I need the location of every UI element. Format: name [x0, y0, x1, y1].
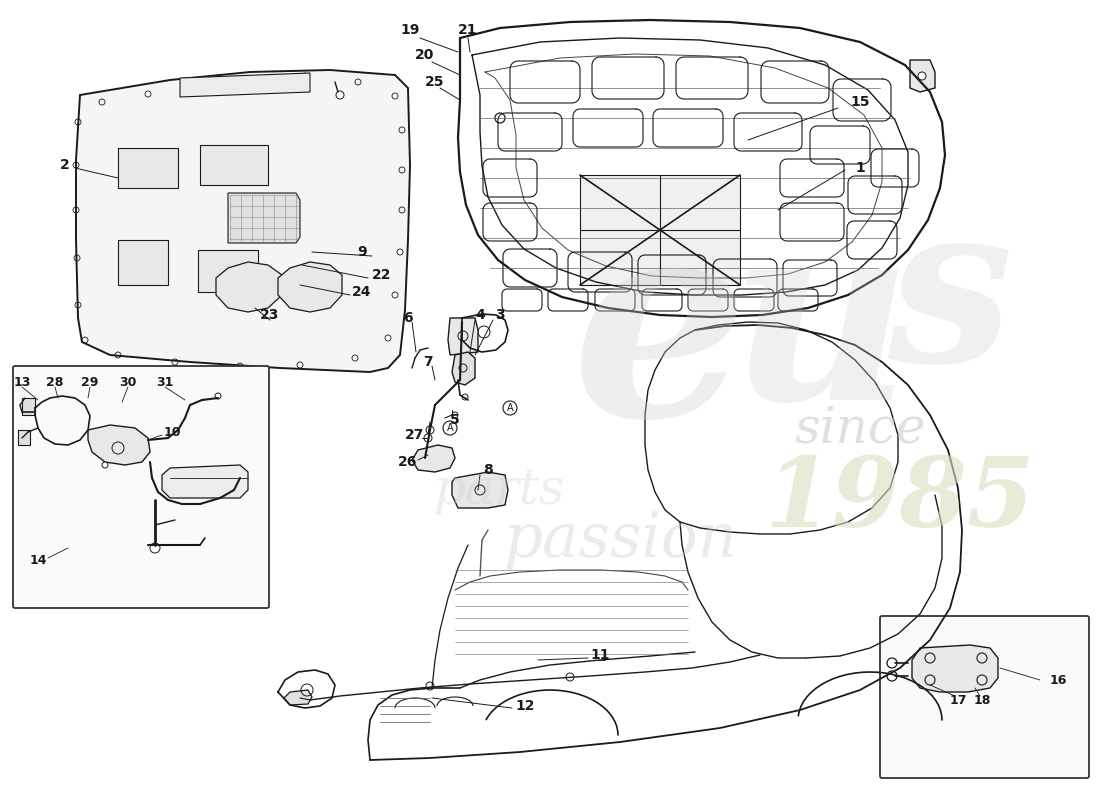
Text: 17: 17 — [949, 694, 967, 706]
Text: 27: 27 — [405, 428, 425, 442]
Polygon shape — [88, 425, 150, 465]
Polygon shape — [118, 240, 168, 285]
Text: 29: 29 — [81, 375, 99, 389]
Text: 9: 9 — [358, 245, 366, 259]
Polygon shape — [118, 148, 178, 188]
Text: 13: 13 — [13, 375, 31, 389]
Text: 6: 6 — [404, 311, 412, 325]
Polygon shape — [76, 70, 410, 372]
Text: since: since — [794, 406, 926, 454]
Text: 7: 7 — [424, 355, 432, 369]
Circle shape — [214, 393, 221, 399]
Text: 5: 5 — [450, 413, 460, 427]
Polygon shape — [910, 60, 935, 92]
Circle shape — [918, 72, 926, 80]
Text: 12: 12 — [515, 699, 535, 713]
Text: e: e — [572, 206, 748, 474]
Polygon shape — [180, 73, 310, 97]
Text: 1985: 1985 — [764, 453, 1035, 547]
Circle shape — [426, 426, 434, 434]
Polygon shape — [162, 465, 248, 498]
Text: u: u — [729, 209, 911, 451]
Circle shape — [426, 682, 434, 690]
Polygon shape — [448, 318, 478, 355]
Circle shape — [102, 462, 108, 468]
Text: 19: 19 — [400, 23, 420, 37]
Text: 23: 23 — [261, 308, 279, 322]
Polygon shape — [452, 472, 508, 508]
Text: 2: 2 — [60, 158, 70, 172]
Text: 24: 24 — [352, 285, 372, 299]
Polygon shape — [278, 262, 342, 312]
Circle shape — [462, 394, 468, 400]
Text: A: A — [447, 423, 453, 433]
Circle shape — [421, 451, 429, 459]
Text: 28: 28 — [46, 375, 64, 389]
Text: 15: 15 — [850, 95, 870, 109]
Polygon shape — [412, 445, 455, 472]
Polygon shape — [198, 250, 258, 292]
Circle shape — [887, 671, 896, 681]
Polygon shape — [18, 430, 30, 445]
Text: 18: 18 — [974, 694, 991, 706]
Text: 22: 22 — [372, 268, 392, 282]
Text: parts: parts — [434, 466, 565, 514]
Circle shape — [150, 543, 160, 553]
Text: 20: 20 — [416, 48, 434, 62]
Polygon shape — [580, 175, 740, 285]
Text: 1: 1 — [855, 161, 865, 175]
Polygon shape — [912, 645, 998, 692]
Text: 10: 10 — [163, 426, 180, 438]
Polygon shape — [216, 262, 282, 312]
Text: 26: 26 — [398, 455, 418, 469]
Circle shape — [452, 412, 458, 418]
Text: 31: 31 — [156, 375, 174, 389]
Text: s: s — [888, 192, 1013, 408]
Text: 11: 11 — [591, 648, 609, 662]
Text: 25: 25 — [426, 75, 444, 89]
FancyBboxPatch shape — [13, 366, 270, 608]
Circle shape — [336, 91, 344, 99]
Circle shape — [566, 673, 574, 681]
Text: 21: 21 — [459, 23, 477, 37]
Text: 14: 14 — [30, 554, 46, 566]
Circle shape — [887, 658, 896, 668]
Text: 4: 4 — [475, 308, 485, 322]
Text: A: A — [507, 403, 514, 413]
Polygon shape — [284, 690, 312, 705]
Polygon shape — [228, 193, 300, 243]
Text: passion: passion — [503, 510, 737, 570]
Polygon shape — [22, 398, 35, 415]
Circle shape — [495, 113, 505, 123]
Polygon shape — [200, 145, 268, 185]
Circle shape — [424, 434, 432, 442]
Polygon shape — [452, 352, 475, 385]
Text: 16: 16 — [1049, 674, 1067, 686]
Text: 8: 8 — [483, 463, 493, 477]
Text: 30: 30 — [119, 375, 136, 389]
Text: 3: 3 — [495, 308, 505, 322]
FancyBboxPatch shape — [880, 616, 1089, 778]
